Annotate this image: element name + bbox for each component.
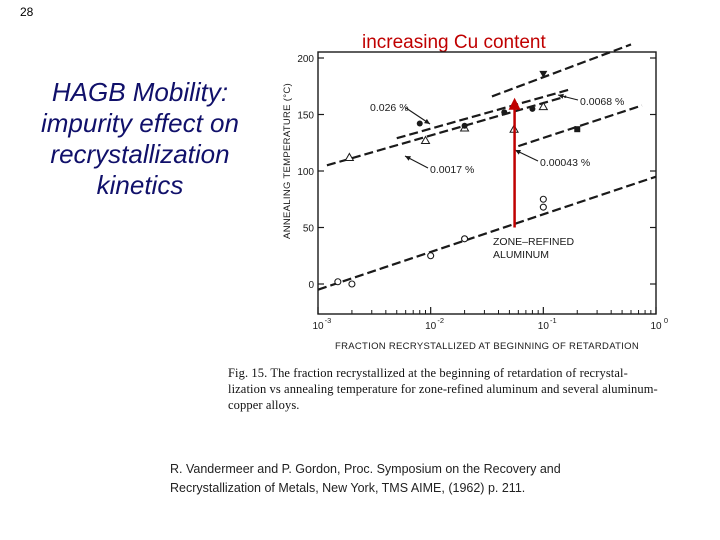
page-number: 28 — [20, 5, 34, 19]
figure-caption: Fig. 15. The fraction recrystallized at … — [228, 365, 716, 413]
data-point — [539, 203, 547, 211]
x-tick-exponent: -1 — [550, 316, 557, 325]
data-point — [461, 235, 469, 243]
y-tick-label: 100 — [297, 167, 314, 178]
curve-label: ALUMINUM — [493, 249, 549, 261]
fit-line — [517, 104, 643, 148]
curve-label: 0.0068 % — [580, 96, 624, 108]
curve-label: 0.026 % — [370, 102, 409, 114]
fit-line — [317, 175, 657, 291]
x-tick-label: 10 — [650, 321, 662, 332]
x-axis-label: FRACTION RECRYSTALLIZED AT BEGINNING OF … — [335, 341, 639, 352]
slide-title-line: impurity effect on — [41, 108, 239, 138]
x-tick-label: 10 — [425, 321, 437, 332]
fit-line — [396, 88, 570, 140]
citation: R. Vandermeer and P. Gordon, Proc. Sympo… — [170, 460, 690, 498]
slide-title-line: recrystallization — [50, 139, 230, 169]
caption-line: lization vs annealing temperature for zo… — [228, 382, 658, 396]
citation-line: Recrystallization of Metals, New York, T… — [170, 481, 526, 495]
x-tick-label: 10 — [312, 321, 324, 332]
x-tick-label: 10 — [538, 321, 550, 332]
y-tick-label: 0 — [308, 280, 314, 291]
x-tick-exponent: -3 — [325, 316, 332, 325]
data-point — [574, 126, 581, 133]
data-point — [334, 278, 342, 286]
y-tick-label: 50 — [303, 224, 315, 235]
fit-line — [326, 95, 567, 167]
curve-label-arrowhead — [515, 150, 521, 155]
data-point — [529, 105, 536, 112]
curve-label: 0.00043 % — [540, 157, 590, 169]
curve-label-arrowhead — [558, 93, 564, 99]
slide-title-line: HAGB Mobility: — [51, 77, 229, 107]
increasing-cu-arrowhead — [508, 97, 521, 110]
caption-line: copper alloys. — [228, 398, 300, 412]
data-point — [427, 252, 435, 260]
curve-label: ZONE–REFINED — [493, 236, 575, 248]
y-axis-label: ANNEALING TEMPERATURE (°C) — [282, 83, 293, 239]
slide-title-line: kinetics — [96, 170, 184, 200]
curve-label: 0.0017 % — [430, 164, 474, 176]
caption-line: Fig. 15. The fraction recrystallized at … — [228, 366, 628, 380]
data-point — [501, 109, 508, 116]
data-point — [461, 122, 468, 129]
plot-frame — [317, 51, 657, 315]
annotation-increasing-cu: increasing Cu content — [362, 32, 546, 53]
data-point — [538, 101, 549, 111]
slide-title: HAGB Mobility: impurity effect on recrys… — [20, 77, 260, 201]
y-tick-label: 200 — [297, 54, 314, 65]
curve-label-arrowhead — [405, 156, 411, 161]
citation-line: R. Vandermeer and P. Gordon, Proc. Sympo… — [170, 462, 561, 476]
data-point — [416, 120, 423, 127]
fit-line — [491, 43, 632, 98]
curve-label-arrowhead — [424, 118, 430, 124]
x-tick-exponent: 0 — [664, 316, 668, 325]
y-tick-label: 150 — [297, 111, 314, 122]
data-point — [420, 135, 431, 144]
data-point — [348, 280, 356, 288]
data-point — [539, 195, 547, 203]
data-point — [344, 152, 355, 161]
x-tick-exponent: -2 — [437, 316, 444, 325]
data-point — [539, 70, 548, 78]
